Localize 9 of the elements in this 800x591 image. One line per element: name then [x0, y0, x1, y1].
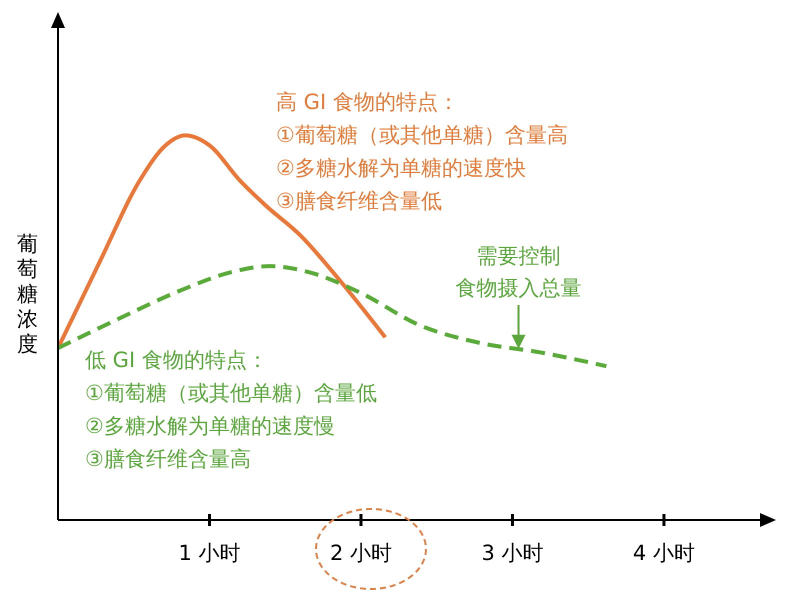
- annotation: 需要控制: [476, 242, 561, 270]
- annotation: 低 GI 食物的特点： ①葡萄糖（或其他单糖）含量低 ②多糖水解为单糖的速度慢 ③膳食纤维含量高: [85, 347, 377, 473]
- x-tick-label: 1 小时: [178, 541, 241, 565]
- annotation: 高 GI 食物的特点： ①葡萄糖（或其他单糖）含量高 ②多糖水解为单糖的速度快 ③膳食纤维含量低: [276, 89, 568, 215]
- x-tick-label: 4 小时: [632, 541, 695, 565]
- annotation: 食物摄入总量: [456, 274, 582, 302]
- y-axis-title: 葡萄糖浓度: [17, 232, 39, 357]
- x-tick-label: 2 小时: [330, 541, 392, 565]
- x-tick-label: 3 小时: [481, 541, 544, 565]
